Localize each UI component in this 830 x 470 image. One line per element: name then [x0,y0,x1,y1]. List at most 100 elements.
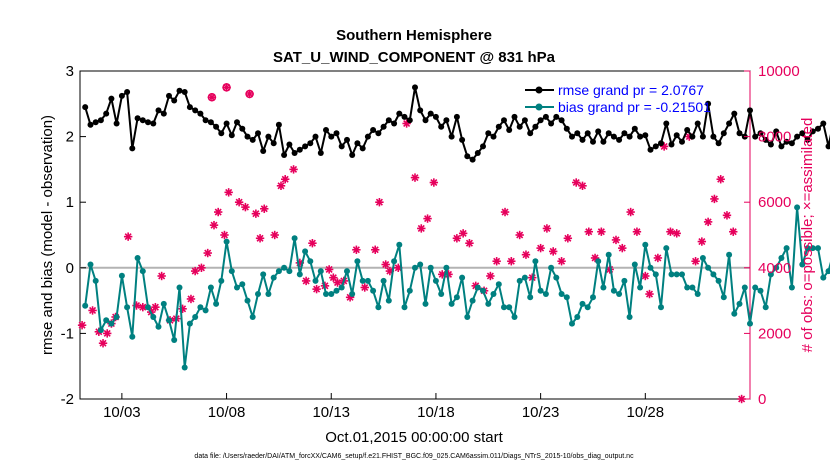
rmse-point [385,117,392,124]
obs-assimilated-point [312,284,321,294]
bias-point [338,284,345,291]
y-tick-label-left: 0 [66,260,74,277]
rmse-point [443,117,450,124]
rmse-point [333,130,340,137]
rmse-point [747,107,753,114]
legend-rmse-marker [535,86,543,94]
rmse-point [663,120,670,127]
rmse-point [584,130,591,137]
bias-point [527,294,534,301]
bias-point [275,268,282,275]
rmse-point [558,117,565,124]
obs-assimilated-point [381,260,390,269]
y-tick-label-right: 4000 [758,260,791,277]
rmse-point [590,138,596,145]
rmse-point [286,141,293,148]
rmse-point [794,133,801,140]
bias-point [804,245,811,252]
bias-point [736,300,743,307]
rmse-point [234,119,240,126]
rmse-point [521,117,528,124]
rmse-point [328,133,335,140]
bias-point [333,287,340,294]
rmse-point [124,89,131,95]
bias-point [621,277,628,284]
rmse-point [694,120,701,127]
bias-point [296,271,303,278]
rmse-point [574,130,581,137]
obs-possible-point [222,83,231,92]
rmse-point [699,133,706,140]
rmse-point [134,115,141,122]
rmse-point [296,146,303,153]
rmse-point [600,138,607,145]
bias-point [103,317,110,324]
legend: rmse grand pr = 2.0767 bias grand pr = -… [525,82,711,115]
bias-point [511,314,518,320]
rmse-point [815,125,821,132]
obs-assimilated-point [557,257,566,266]
rmse-point [255,130,261,137]
rmse-point [391,120,398,127]
bias-point [249,314,256,320]
obs-assimilated-point [500,207,510,217]
obs-assimilated-point [123,232,133,241]
bias-point [186,320,193,327]
bias-point [145,304,151,311]
obs-assimilated-point [515,230,524,240]
rmse-point [396,110,403,117]
rmse-point [228,132,235,139]
bias-point [506,304,513,311]
obs-assimilated-point [641,271,650,281]
rmse-point [87,121,94,128]
bias-point [715,277,722,284]
rmse-point [501,117,507,124]
rmse-point [438,123,445,130]
bias-point [480,287,486,294]
bias-point [642,241,649,248]
bias-point [176,284,183,291]
rmse-point [689,133,696,140]
bias-point [569,320,575,327]
rmse-point [354,140,361,147]
y-tick-label-right: 10000 [758,63,800,80]
bias-point [694,291,701,297]
bias-point [166,317,172,324]
x-axis: 10/03 10/08 10/13 10/18 10/23 10/28 [103,393,664,421]
bias-point [422,300,429,307]
bias-point [171,337,178,343]
bias-point [401,304,408,311]
rmse-point [825,143,830,150]
rmse-point [642,132,649,139]
rmse-point [799,130,806,137]
obs-assimilated-point [578,181,587,190]
x-tick-label: 10/08 [208,404,246,421]
rmse-point [265,133,272,140]
obs-assimilated-point [371,245,380,254]
legend-bias-label: bias grand pr = -0.21501 [558,99,711,115]
bias-point [443,264,450,271]
bias-point [391,258,398,265]
bias-point [762,304,769,311]
y-axis-label-left: rmse and bias (model - observation) [39,115,56,355]
obs-assimilated-point [280,175,290,184]
bias-point [553,274,560,281]
rmse-point [364,133,371,140]
x-axis-label: Oct.01,2015 00:00:00 start [325,429,503,446]
bias-point [385,297,392,304]
bias-point [412,264,418,271]
rmse-point [302,143,309,150]
obs-assimilated-point [645,289,654,299]
rmse-point [103,110,110,117]
x-tick-label: 10/18 [417,404,455,421]
bias-point [181,364,188,371]
obs-assimilated-point [308,239,317,248]
rmse-point [181,89,188,95]
obs-assimilated-point [213,207,223,217]
y-axis-label-right: # of obs: o=possible; ×=assimilated [799,118,816,353]
bias-point [438,291,445,297]
rmse-point [637,133,644,140]
rmse-point [97,117,104,124]
obs-assimilated-point [672,229,681,238]
